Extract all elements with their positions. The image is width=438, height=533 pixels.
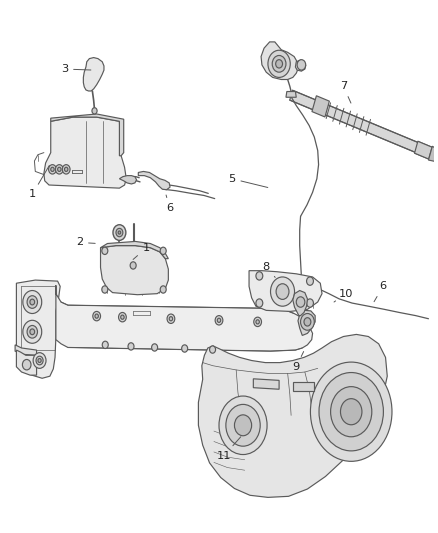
- Circle shape: [152, 344, 158, 351]
- Circle shape: [167, 314, 175, 324]
- Circle shape: [33, 353, 46, 368]
- Circle shape: [271, 277, 294, 306]
- Circle shape: [95, 314, 99, 318]
- Polygon shape: [15, 345, 36, 356]
- Text: 1: 1: [28, 165, 49, 199]
- Circle shape: [23, 320, 42, 343]
- Polygon shape: [312, 96, 329, 117]
- Text: 9: 9: [293, 352, 304, 372]
- Circle shape: [304, 318, 311, 326]
- Circle shape: [22, 359, 31, 370]
- Circle shape: [272, 55, 286, 72]
- Circle shape: [23, 290, 42, 313]
- Circle shape: [254, 317, 261, 327]
- Circle shape: [27, 296, 38, 308]
- Circle shape: [30, 299, 35, 305]
- Circle shape: [217, 318, 221, 322]
- Polygon shape: [253, 379, 279, 389]
- Polygon shape: [120, 175, 137, 184]
- Polygon shape: [101, 241, 168, 259]
- Polygon shape: [51, 114, 124, 156]
- Polygon shape: [428, 146, 438, 163]
- Polygon shape: [290, 90, 426, 156]
- Circle shape: [307, 277, 314, 285]
- Circle shape: [38, 359, 41, 362]
- Circle shape: [128, 343, 134, 350]
- Polygon shape: [414, 141, 432, 159]
- Polygon shape: [298, 310, 315, 335]
- Polygon shape: [295, 60, 306, 71]
- Circle shape: [102, 341, 108, 349]
- Circle shape: [182, 345, 187, 352]
- Circle shape: [209, 346, 215, 353]
- Text: 6: 6: [166, 195, 173, 213]
- Circle shape: [226, 405, 260, 446]
- Circle shape: [56, 165, 63, 174]
- Polygon shape: [198, 334, 387, 497]
- Circle shape: [256, 299, 263, 307]
- Circle shape: [160, 247, 166, 254]
- Circle shape: [256, 320, 259, 324]
- Circle shape: [256, 272, 263, 280]
- Text: 3: 3: [61, 64, 91, 74]
- Circle shape: [296, 297, 305, 307]
- Circle shape: [234, 415, 251, 436]
- Circle shape: [30, 329, 35, 335]
- Text: 7: 7: [340, 82, 351, 103]
- Circle shape: [49, 165, 57, 174]
- Circle shape: [319, 373, 383, 451]
- Circle shape: [58, 167, 61, 172]
- Circle shape: [121, 315, 124, 319]
- Text: 10: 10: [334, 289, 353, 302]
- Circle shape: [300, 313, 314, 330]
- Text: 5: 5: [228, 174, 268, 188]
- Text: 1: 1: [133, 243, 150, 260]
- Polygon shape: [286, 92, 296, 97]
- Text: 11: 11: [217, 437, 241, 461]
- Circle shape: [311, 362, 392, 462]
- Circle shape: [219, 396, 267, 455]
- Polygon shape: [101, 246, 168, 295]
- Circle shape: [64, 167, 68, 172]
- Circle shape: [102, 286, 108, 293]
- Circle shape: [297, 60, 306, 70]
- Circle shape: [118, 231, 121, 234]
- Polygon shape: [16, 280, 60, 378]
- Polygon shape: [83, 58, 104, 91]
- Polygon shape: [56, 285, 313, 351]
- Circle shape: [116, 228, 123, 237]
- Circle shape: [215, 316, 223, 325]
- Circle shape: [307, 299, 314, 307]
- Circle shape: [169, 317, 173, 321]
- Circle shape: [62, 165, 70, 174]
- Circle shape: [340, 399, 362, 425]
- Circle shape: [130, 262, 136, 269]
- Text: 2: 2: [76, 238, 95, 247]
- Circle shape: [51, 167, 54, 172]
- Circle shape: [276, 284, 289, 300]
- Circle shape: [93, 311, 101, 321]
- Circle shape: [276, 60, 283, 68]
- Circle shape: [119, 312, 126, 322]
- Polygon shape: [293, 383, 314, 391]
- Circle shape: [113, 225, 126, 240]
- Polygon shape: [293, 290, 307, 316]
- Circle shape: [268, 50, 290, 77]
- Polygon shape: [261, 42, 298, 79]
- Text: 6: 6: [374, 281, 386, 302]
- Polygon shape: [249, 271, 322, 311]
- Polygon shape: [138, 172, 170, 190]
- Circle shape: [92, 108, 97, 114]
- Polygon shape: [16, 350, 36, 375]
- Circle shape: [36, 356, 43, 365]
- Circle shape: [160, 286, 166, 293]
- Polygon shape: [44, 117, 126, 188]
- Circle shape: [102, 247, 108, 254]
- Circle shape: [331, 386, 372, 437]
- Text: 8: 8: [263, 262, 275, 277]
- Circle shape: [27, 326, 38, 338]
